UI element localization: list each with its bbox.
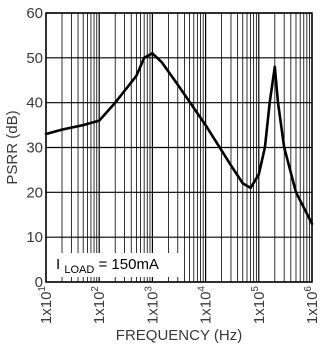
y-tick-label: 20 [26,184,43,201]
y-tick-label: 40 [26,95,43,112]
x-tick-base: 1x10 [91,292,108,325]
y-axis-title: PSRR (dB) [4,110,21,184]
y-tick-label: 0 [35,274,43,291]
plot-frame [45,12,313,283]
annotation-text: I LOAD = 150mA [56,256,159,277]
major-gridlines [45,12,313,283]
x-tick-label: 1x103 [143,286,161,325]
x-tick-exponent: 6 [303,286,314,292]
x-tick-label: 1x104 [197,286,215,325]
annotation-suffix: = 150mA [98,256,158,273]
annotation-subscript: LOAD [64,264,94,276]
psrr-curve [44,52,314,225]
annotation-prefix: I [56,256,60,273]
x-tick-base: 1x10 [198,292,215,325]
x-tick-exponent: 4 [197,286,208,292]
y-tick-labels: 0 10 20 30 40 50 60 [26,5,43,291]
x-tick-base: 1x10 [144,292,161,325]
x-axis-title: FREQUENCY (Hz) [116,327,242,344]
x-tick-base: 1x10 [38,292,55,325]
y-tick-label: 60 [26,5,43,22]
x-tick-exponent: 3 [143,286,154,292]
x-tick-exponent: 5 [250,286,261,292]
load-annotation: I LOAD = 150mA [52,253,180,277]
y-tick-label: 30 [26,140,43,157]
x-tick-exponent: 1 [37,286,48,292]
x-tick-label: 1x105 [250,286,268,325]
x-tick-base: 1x10 [251,292,268,325]
y-tick-label: 50 [26,50,43,67]
annotation-background [52,253,180,277]
x-tick-label: 1x101 [37,286,55,325]
x-tick-label: 1x102 [90,286,108,325]
x-tick-base: 1x10 [304,292,321,325]
x-tick-label: 1x106 [303,286,321,325]
y-tick-label: 10 [26,229,43,246]
x-tick-exponent: 2 [90,286,101,292]
